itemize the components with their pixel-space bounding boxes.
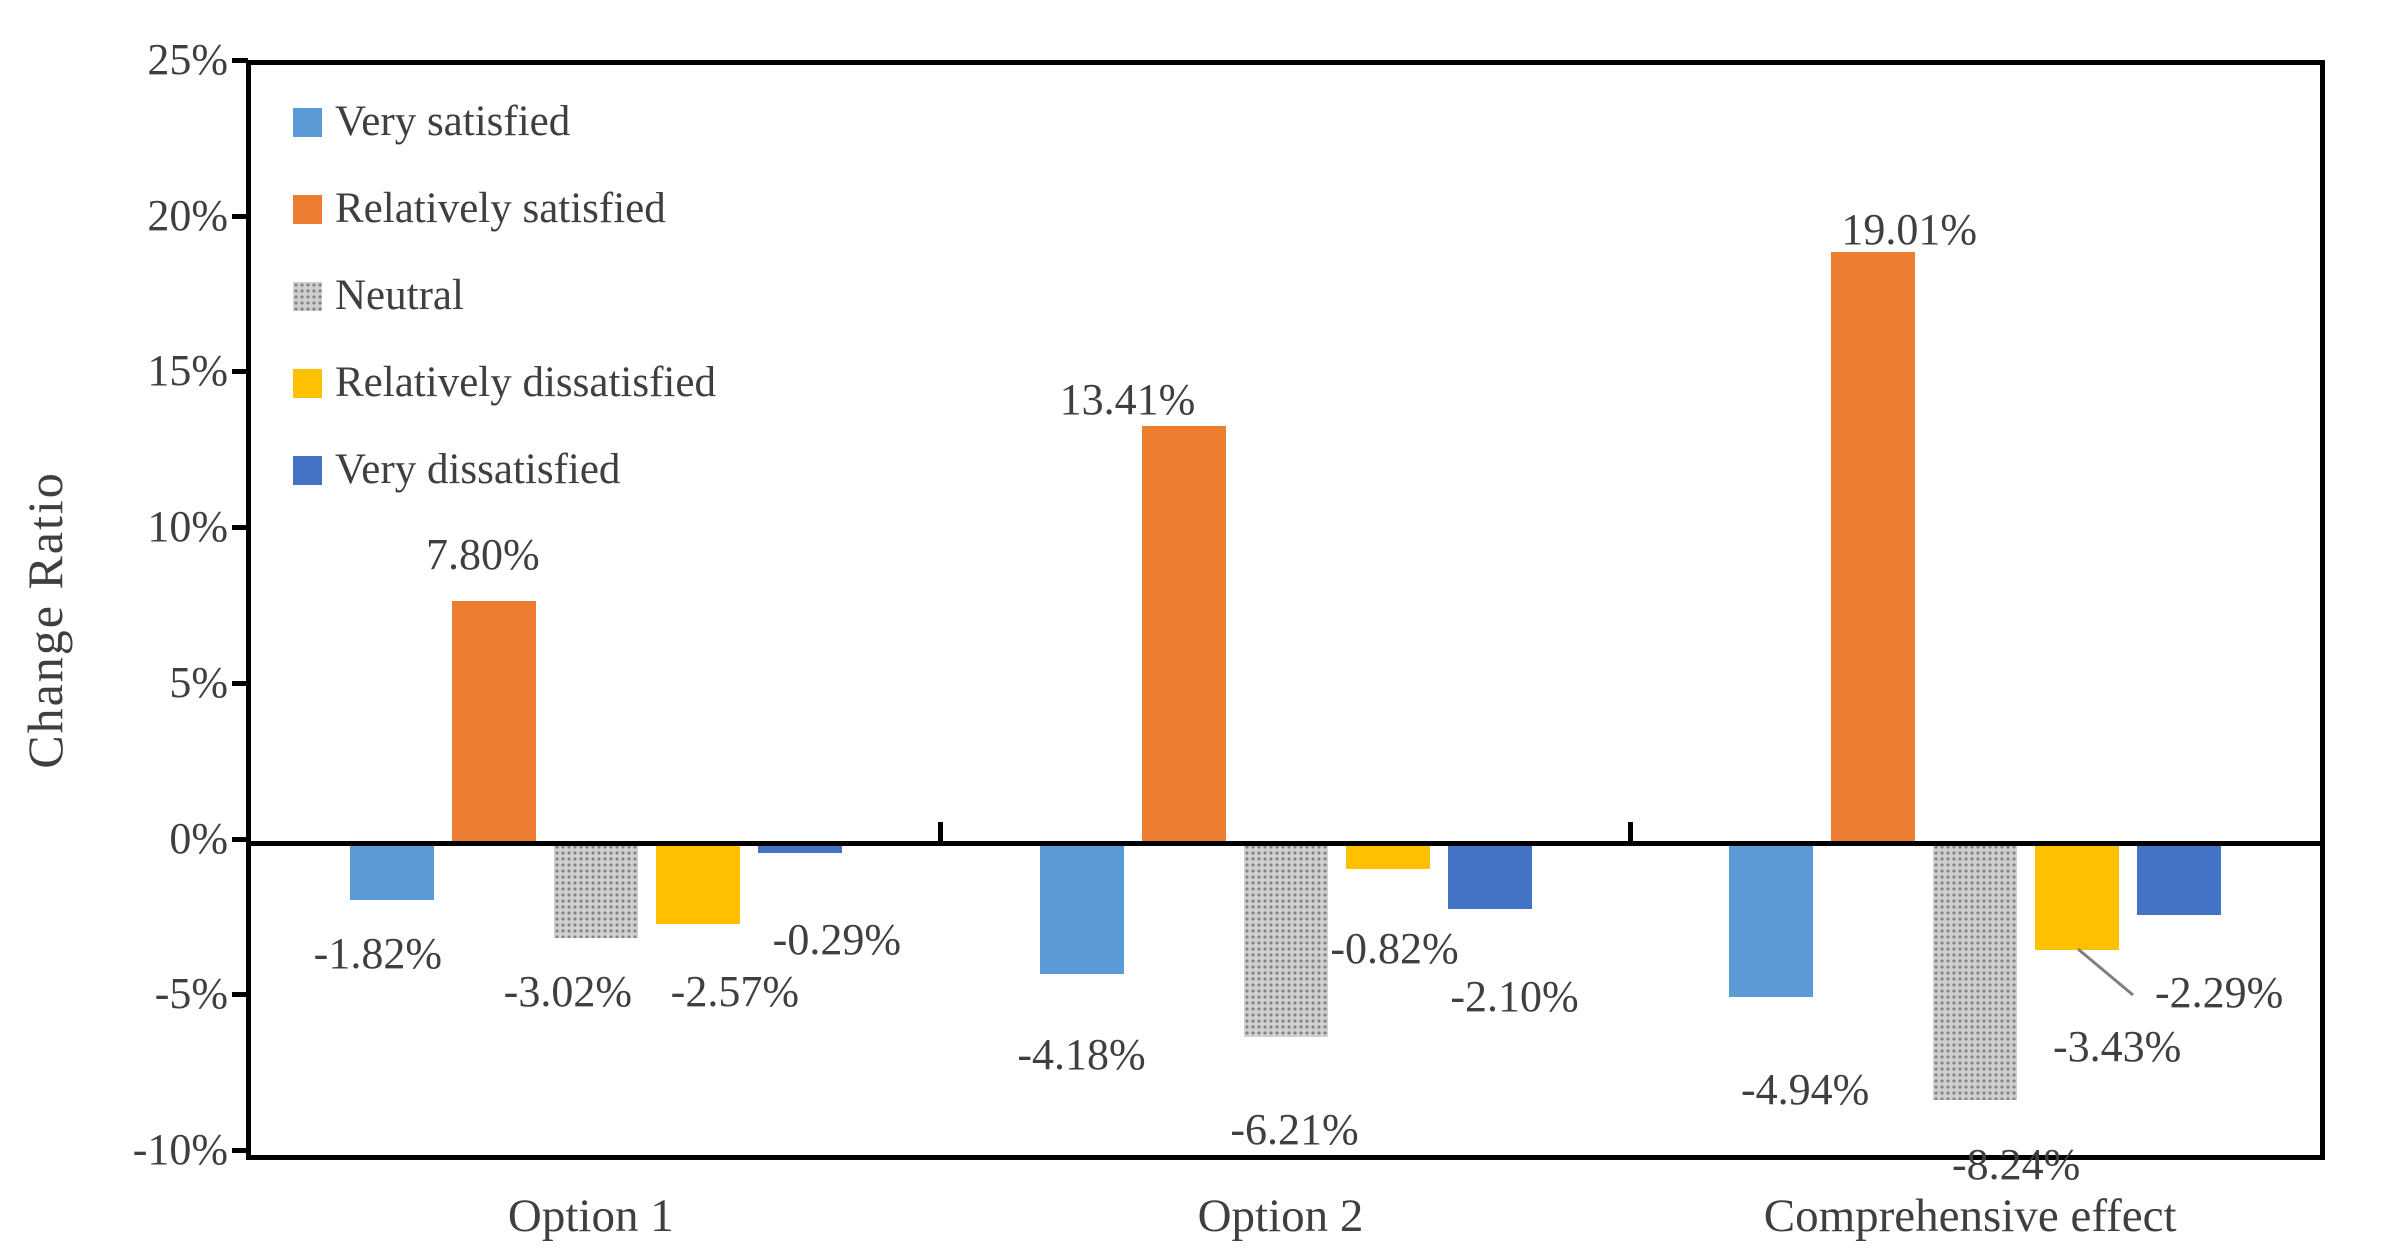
bar-option-1-very-dissatisfied (757, 843, 842, 853)
y-tick-mark (232, 836, 248, 842)
bar-option-1-neutral (553, 843, 638, 938)
y-tick-label: 15% (147, 346, 228, 396)
category-label-comprehensive-effect: Comprehensive effect (1763, 1190, 2177, 1242)
legend-item-relatively-dissatisfied: Relatively dissatisfied (293, 357, 716, 409)
data-label-comprehensive-effect-very-dissatisfied: -2.29% (2155, 967, 2284, 1017)
y-tick-mark (232, 680, 248, 686)
legend-label-very-dissatisfied: Very dissatisfied (335, 446, 621, 493)
legend-item-very-satisfied: Very satisfied (293, 96, 570, 148)
data-label-comprehensive-effect-relatively-dissatisfied: -3.43% (2053, 1022, 2182, 1072)
legend-swatch-neutral (293, 281, 322, 311)
legend-label-very-satisfied: Very satisfied (335, 98, 571, 145)
bar-option-2-very-satisfied (1039, 843, 1124, 974)
data-label-option-2-relatively-dissatisfied: -0.82% (1330, 924, 1459, 974)
data-label-option-1-neutral: -3.02% (503, 966, 632, 1016)
legend-item-relatively-satisfied: Relatively satisfied (293, 183, 666, 235)
data-label-option-1-very-satisfied: -1.82% (313, 929, 442, 979)
y-tick-label: -5% (154, 969, 228, 1019)
data-label-option-1-relatively-dissatisfied: -2.57% (670, 966, 799, 1016)
bar-comprehensive-effect-very-dissatisfied (2137, 843, 2222, 915)
bar-option-1-relatively-satisfied (451, 600, 536, 844)
data-label-option-1-very-dissatisfied: -0.29% (772, 914, 901, 964)
bar-comprehensive-effect-very-satisfied (1729, 843, 1814, 998)
data-label-comprehensive-effect-very-satisfied: -4.94% (1741, 1065, 1870, 1115)
bar-option-2-relatively-dissatisfied (1345, 843, 1430, 870)
data-label-option-2-very-satisfied: -4.18% (1017, 1029, 1146, 1079)
data-label-option-2-neutral: -6.21% (1230, 1104, 1359, 1154)
bar-option-2-relatively-satisfied (1141, 425, 1226, 844)
bar-comprehensive-effect-relatively-dissatisfied (2035, 843, 2120, 951)
data-label-option-2-very-dissatisfied: -2.10% (1450, 971, 1579, 1021)
data-label-comprehensive-effect-neutral: -8.24% (1952, 1140, 2081, 1190)
legend-swatch-very-dissatisfied (293, 455, 322, 485)
bar-option-2-very-dissatisfied (1447, 843, 1532, 909)
legend-label-neutral: Neutral (335, 272, 464, 319)
legend-label-relatively-dissatisfied: Relatively dissatisfied (335, 359, 716, 406)
legend-item-neutral: Neutral (293, 270, 464, 322)
data-label-option-2-relatively-satisfied: 13.41% (1059, 374, 1196, 424)
y-tick-mark (232, 369, 248, 375)
y-tick-label: 20% (147, 190, 228, 240)
legend-item-very-dissatisfied: Very dissatisfied (293, 444, 620, 496)
y-tick-mark (232, 525, 248, 531)
plot-area: Very satisfied Relatively satisfied Neutra… (246, 60, 2325, 1189)
legend-label-relatively-satisfied: Relatively satisfied (335, 185, 666, 232)
y-tick-mark (232, 992, 248, 998)
category-axis-tick (1627, 821, 1633, 842)
category-label-option-1: Option 1 (507, 1190, 674, 1242)
bar-option-1-very-satisfied (349, 843, 434, 901)
data-label-option-1-relatively-satisfied: 7.80% (426, 529, 540, 579)
bar-option-2-neutral (1243, 843, 1328, 1037)
y-tick-mark (232, 213, 248, 219)
y-tick-label: 0% (169, 813, 228, 863)
category-axis-tick (938, 821, 944, 842)
bar-comprehensive-effect-neutral (1933, 843, 2018, 1101)
bar-option-1-relatively-dissatisfied (655, 843, 740, 924)
data-label-comprehensive-effect-relatively-satisfied: 19.01% (1841, 204, 1977, 254)
zero-axis-line (251, 841, 2320, 847)
y-tick-label: -10% (132, 1125, 228, 1174)
legend-swatch-relatively-satisfied (293, 194, 322, 224)
y-tick-label: 25% (147, 35, 228, 84)
legend-swatch-very-satisfied (293, 107, 322, 137)
y-tick-mark (232, 58, 248, 63)
y-tick-label: 5% (169, 657, 228, 707)
legend-swatch-relatively-dissatisfied (293, 368, 322, 398)
bar-comprehensive-effect-relatively-satisfied (1831, 251, 1916, 844)
y-tick-mark (232, 1148, 248, 1153)
category-label-option-2: Option 2 (1197, 1190, 1364, 1242)
y-tick-label: 10% (147, 502, 228, 552)
